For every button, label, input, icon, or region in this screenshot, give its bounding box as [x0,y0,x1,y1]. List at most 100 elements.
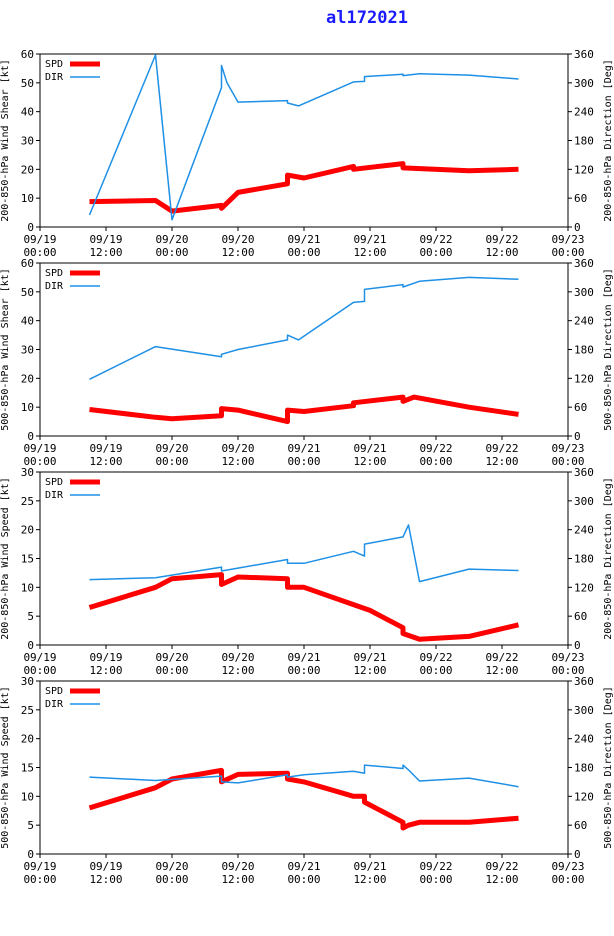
x-tick-time: 12:00 [485,246,518,259]
y-left-tick-label: 50 [21,77,34,90]
y-right-tick-label: 300 [574,286,594,299]
y-left-tick-label: 60 [21,257,34,270]
y-left-tick-label: 5 [27,819,34,832]
x-tick-time: 00:00 [155,664,188,677]
x-tick-date: 09/19 [89,233,122,246]
y-left-tick-label: 30 [21,344,34,357]
y-left-tick-label: 20 [21,733,34,746]
x-tick-date: 09/21 [353,442,386,455]
series-line-spd [89,394,519,425]
y-left-tick-label: 0 [27,221,34,234]
y-right-tick-label: 240 [574,106,594,119]
x-tick-time: 12:00 [353,455,386,468]
x-tick-date: 09/19 [89,442,122,455]
x-tick-date: 09/20 [221,233,254,246]
x-tick-date: 09/19 [23,442,56,455]
x-tick-date: 09/19 [89,860,122,873]
y-left-axis-label: 500-850-hPa Wind Shear [kt] [0,268,11,431]
x-tick-date: 09/22 [419,860,452,873]
x-tick-time: 00:00 [155,873,188,886]
y-left-axis-label: 200-850-hPa Wind Shear [kt] [0,59,11,222]
legend-label-spd: SPD [45,59,63,70]
y-left-tick-label: 50 [21,286,34,299]
x-tick-time: 12:00 [89,664,122,677]
y-right-tick-label: 120 [574,790,594,803]
x-tick-time: 12:00 [485,873,518,886]
panel-4: 05101520253006012018024030036009/1900:00… [0,675,614,886]
legend-label-dir: DIR [45,281,64,292]
y-left-axis-label: 500-850-hPa Wind Speed [kt] [0,686,11,849]
y-right-tick-label: 60 [574,819,587,832]
x-tick-time: 00:00 [287,873,320,886]
y-right-tick-label: 180 [574,344,594,357]
x-tick-time: 00:00 [287,664,320,677]
x-tick-time: 00:00 [419,664,452,677]
x-tick-date: 09/22 [419,233,452,246]
legend-label-spd: SPD [45,477,63,488]
y-left-tick-label: 20 [21,524,34,537]
y-right-axis-label: 200-850-hPa Direction [Deg] [603,477,614,640]
x-tick-time: 00:00 [419,455,452,468]
y-left-tick-label: 30 [21,466,34,479]
x-tick-date: 09/21 [287,860,320,873]
x-tick-date: 09/22 [485,233,518,246]
y-right-tick-label: 0 [574,639,581,652]
x-tick-time: 00:00 [155,455,188,468]
y-left-tick-label: 15 [21,762,34,775]
y-left-tick-label: 40 [21,106,34,119]
x-tick-time: 00:00 [287,246,320,259]
x-tick-date: 09/19 [23,233,56,246]
x-tick-date: 09/23 [551,233,584,246]
y-right-tick-label: 120 [574,163,594,176]
x-tick-time: 00:00 [23,455,56,468]
y-left-tick-label: 25 [21,704,34,717]
x-tick-time: 00:00 [551,873,584,886]
legend-label-spd: SPD [45,686,63,697]
y-right-tick-label: 360 [574,466,594,479]
x-tick-date: 09/20 [221,651,254,664]
x-tick-time: 12:00 [89,455,122,468]
x-tick-date: 09/21 [353,233,386,246]
x-tick-time: 12:00 [221,455,254,468]
series-line-dir [88,54,519,221]
x-tick-time: 00:00 [551,664,584,677]
y-right-tick-label: 180 [574,762,594,775]
y-left-tick-label: 60 [21,48,34,61]
x-tick-date: 09/19 [23,651,56,664]
plot-frame [39,680,569,855]
x-tick-date: 09/21 [353,651,386,664]
page-title: al172021 [326,8,408,28]
x-tick-date: 09/22 [485,442,518,455]
x-tick-date: 09/21 [353,860,386,873]
y-left-tick-label: 0 [27,848,34,861]
y-right-tick-label: 240 [574,524,594,537]
x-tick-time: 00:00 [23,664,56,677]
series-line-spd [89,161,519,214]
y-right-tick-label: 180 [574,553,594,566]
y-right-tick-label: 0 [574,221,581,234]
x-tick-date: 09/20 [221,860,254,873]
plot-frame [39,471,569,646]
x-tick-date: 09/21 [287,233,320,246]
x-tick-time: 00:00 [155,246,188,259]
y-left-tick-label: 15 [21,553,34,566]
x-tick-time: 00:00 [419,873,452,886]
y-right-axis-label: 500-850-hPa Direction [Deg] [603,268,614,431]
y-right-tick-label: 120 [574,581,594,594]
y-left-axis-label: 200-850-hPa Wind Speed [kt] [0,477,11,640]
x-tick-date: 09/22 [419,442,452,455]
x-tick-time: 12:00 [89,246,122,259]
y-right-tick-label: 240 [574,315,594,328]
legend-label-dir: DIR [45,699,64,710]
y-right-tick-label: 300 [574,77,594,90]
y-left-tick-label: 10 [21,192,34,205]
x-tick-date: 09/20 [155,651,188,664]
panel-2: 010203040506006012018024030036009/1900:0… [0,257,614,468]
y-right-tick-label: 240 [574,733,594,746]
y-right-tick-label: 300 [574,495,594,508]
panel-1: 010203040506006012018024030036009/1900:0… [0,48,614,259]
y-right-tick-label: 360 [574,48,594,61]
y-right-tick-label: 60 [574,192,587,205]
y-right-tick-label: 360 [574,257,594,270]
